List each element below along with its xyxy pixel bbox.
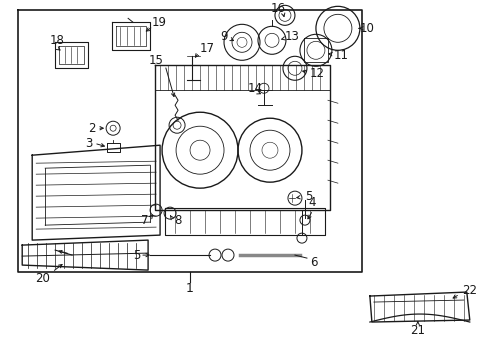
Text: 5: 5 <box>132 249 140 262</box>
Text: 21: 21 <box>409 324 425 337</box>
Text: 15: 15 <box>148 54 163 67</box>
Text: 7: 7 <box>141 213 148 227</box>
Text: 19: 19 <box>152 16 167 29</box>
Text: 12: 12 <box>309 67 324 80</box>
Text: 1: 1 <box>186 282 194 294</box>
Text: 16: 16 <box>270 2 285 15</box>
Text: 14: 14 <box>247 82 263 95</box>
Text: 4: 4 <box>307 195 315 209</box>
Text: 9: 9 <box>220 30 227 43</box>
Text: 2: 2 <box>87 122 95 135</box>
Text: 13: 13 <box>285 30 299 43</box>
Text: 18: 18 <box>49 34 64 47</box>
Text: 3: 3 <box>84 137 92 150</box>
Text: 8: 8 <box>174 213 181 227</box>
Text: 6: 6 <box>309 256 317 269</box>
Text: 22: 22 <box>461 284 476 297</box>
Text: 5: 5 <box>305 190 312 203</box>
Text: 10: 10 <box>359 22 374 35</box>
Text: 17: 17 <box>200 42 215 55</box>
Text: 20: 20 <box>35 271 49 284</box>
Text: 11: 11 <box>333 49 348 62</box>
